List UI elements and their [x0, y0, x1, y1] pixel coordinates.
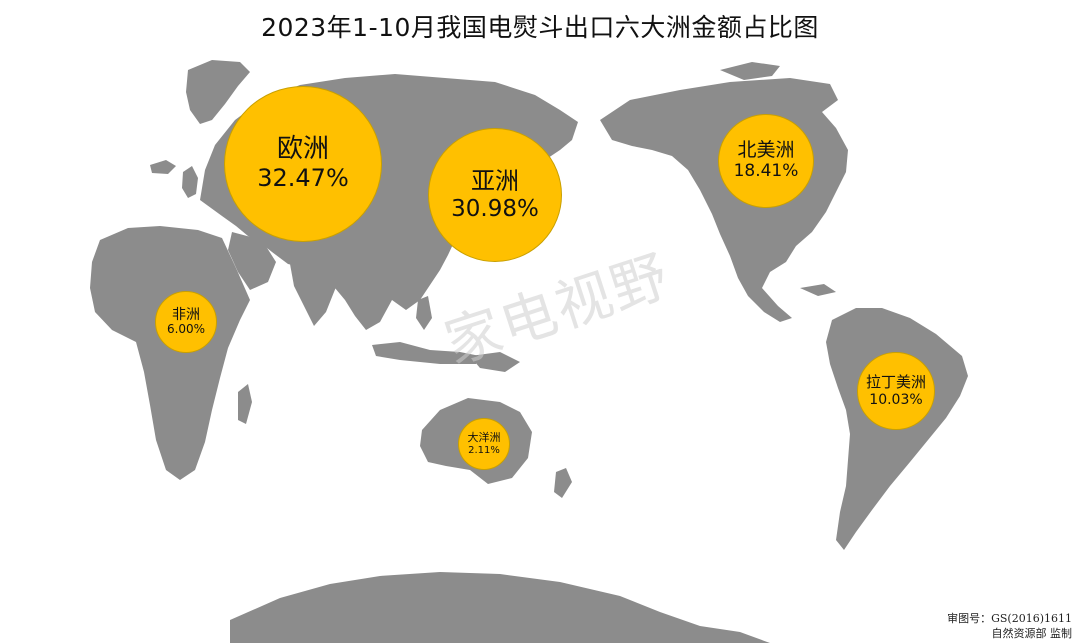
- bubble-europe: 欧洲 32.47%: [224, 86, 382, 242]
- arabia-land: [228, 232, 276, 290]
- bubble-asia-share: 30.98%: [451, 195, 539, 222]
- chart-title: 2023年1-10月我国电熨斗出口六大洲金额占比图: [261, 13, 819, 42]
- bubble-oceania-name: 大洋洲: [467, 430, 501, 444]
- indonesia-land: [372, 342, 480, 364]
- antarctica-land: [230, 572, 770, 643]
- india-land: [290, 262, 338, 326]
- bubble-asia-name: 亚洲: [471, 166, 519, 195]
- bubble-north-america: 北美洲 18.41%: [718, 114, 814, 208]
- britain-land: [182, 166, 198, 198]
- greenland-land: [186, 60, 250, 124]
- map-approval-number: 审图号：GS(2016)1611: [947, 612, 1072, 625]
- new-zealand-land: [554, 468, 572, 498]
- new-guinea-land: [470, 352, 520, 372]
- bubble-africa-share: 6.00%: [166, 322, 206, 337]
- bubble-north-america-name: 北美洲: [737, 139, 795, 162]
- cuba-land: [800, 284, 836, 296]
- madagascar-land: [238, 384, 252, 424]
- bubble-africa: 非洲 6.00%: [155, 291, 217, 353]
- map-supervisor: 自然资源部 监制: [991, 627, 1073, 640]
- map-credit: 审图号：GS(2016)1611 自然资源部 监制: [947, 611, 1072, 641]
- bubble-latin-america: 拉丁美洲 10.03%: [857, 352, 935, 430]
- bubble-asia: 亚洲 30.98%: [428, 128, 562, 262]
- bubble-latin-america-name: 拉丁美洲: [865, 373, 926, 392]
- bubble-north-america-share: 18.41%: [733, 161, 799, 182]
- iceland-land: [150, 160, 176, 174]
- bubble-europe-name: 欧洲: [276, 134, 329, 165]
- bubble-europe-share: 32.47%: [257, 164, 349, 193]
- bubble-latin-america-share: 10.03%: [869, 391, 923, 408]
- africa-land: [90, 226, 250, 480]
- bubble-oceania-share: 2.11%: [468, 444, 500, 456]
- arctic-islands-land: [720, 62, 780, 80]
- bubble-africa-name: 非洲: [172, 307, 200, 324]
- bubble-oceania: 大洋洲 2.11%: [458, 418, 510, 470]
- philippines-land: [416, 296, 432, 330]
